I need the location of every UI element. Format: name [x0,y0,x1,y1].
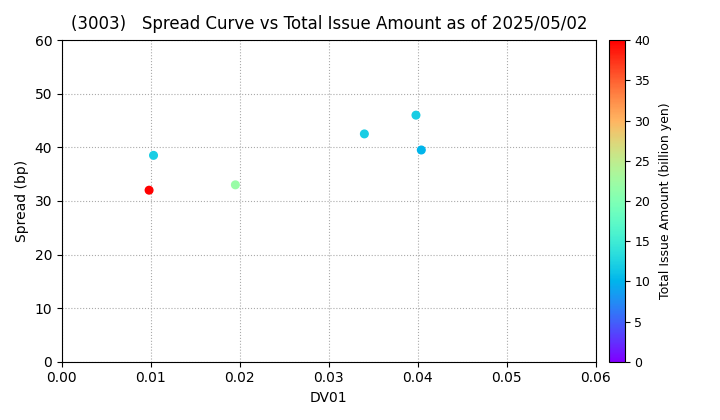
Point [415,147,427,153]
Point [143,187,155,194]
Point [148,152,159,159]
X-axis label: DV01: DV01 [310,391,348,405]
Point [359,131,370,137]
Point [410,112,422,118]
Y-axis label: Spread (bp): Spread (bp) [15,160,29,242]
Y-axis label: Total Issue Amount (billion yen): Total Issue Amount (billion yen) [659,102,672,299]
Point [230,181,241,188]
Title: (3003)   Spread Curve vs Total Issue Amount as of 2025/05/02: (3003) Spread Curve vs Total Issue Amoun… [71,15,587,33]
